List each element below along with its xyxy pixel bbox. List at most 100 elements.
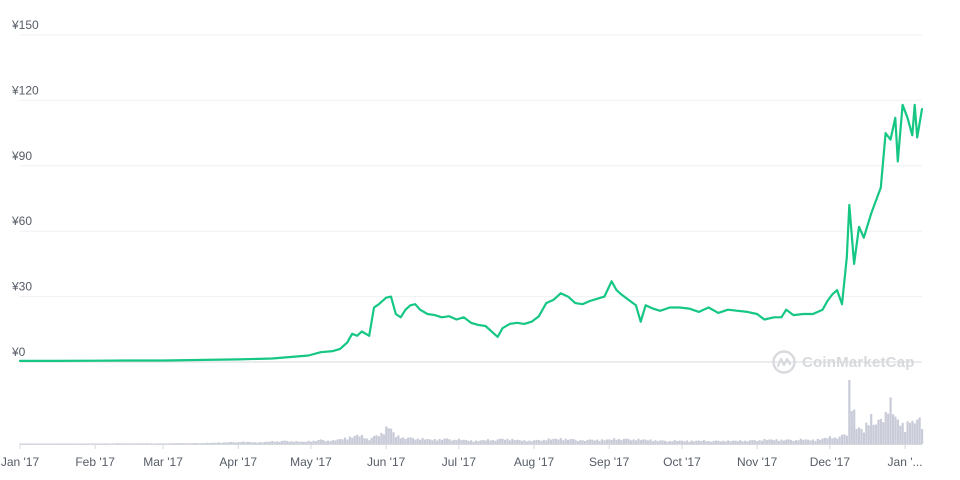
price-line-series (18, 103, 924, 362)
volume-bar (132, 443, 136, 444)
x-tick-label: Jul '17 (442, 455, 477, 469)
volume-bar (198, 443, 201, 444)
volume-bar (397, 435, 400, 444)
volume-bar (758, 440, 761, 444)
volume-bar (644, 439, 647, 444)
volume-bar (479, 440, 482, 444)
volume-bar (637, 438, 640, 444)
volume-bar (615, 439, 618, 444)
volume-bar (600, 439, 604, 444)
volume-bar (470, 440, 473, 444)
volume-bar (106, 443, 109, 444)
volume-bar (659, 440, 662, 444)
volume-bar (610, 439, 613, 444)
volume-bar (217, 442, 221, 444)
volume-bar (108, 443, 111, 444)
volume-bar (530, 441, 533, 444)
volume-bar (695, 440, 698, 444)
volume-bar (307, 440, 310, 444)
volume-bar (31, 443, 34, 444)
volume-bar (72, 443, 75, 444)
volume-bar (782, 440, 785, 444)
x-tick-label: Aug '17 (514, 455, 555, 469)
volume-bar (329, 441, 332, 444)
volume-bar (297, 441, 301, 444)
volume-bar (710, 441, 713, 444)
volume-bar (244, 442, 247, 444)
volume-bar (496, 439, 499, 444)
volume-bar (249, 442, 252, 444)
volume-bar (690, 440, 693, 444)
volume-bar (462, 439, 465, 444)
volume-bar (263, 441, 267, 444)
volume-bar (300, 441, 303, 444)
volume-bar (792, 441, 795, 444)
volume-bar (882, 422, 885, 444)
x-tick-label: Feb '17 (75, 455, 115, 469)
volume-bar (622, 438, 625, 444)
volume-bar (443, 438, 446, 444)
volume-bar (596, 439, 599, 444)
volume-bar (164, 443, 167, 444)
volume-bar (712, 440, 715, 444)
volume-bar (870, 414, 873, 444)
volume-bar (727, 440, 730, 444)
volume-bar (482, 440, 485, 444)
volume-bar (295, 441, 298, 444)
volume-bar (169, 443, 172, 444)
volume-bar (409, 437, 412, 444)
volume-bar (865, 422, 868, 444)
volume-bar (52, 443, 56, 444)
volume-bar (166, 443, 170, 444)
volume-bar (833, 437, 836, 444)
volume-bar (237, 442, 240, 444)
volume-bar (227, 442, 230, 444)
volume-bar (559, 438, 562, 444)
volume-bar (142, 443, 145, 444)
volume-bar (751, 440, 754, 444)
volume-bar (62, 443, 65, 444)
volume-bar (736, 441, 739, 444)
volume-bar (787, 439, 790, 444)
volume-bar (137, 443, 141, 444)
y-tick-label: ¥120 (11, 83, 39, 97)
volume-bar (855, 428, 858, 444)
volume-bar (426, 439, 429, 444)
volume-bar (734, 440, 737, 444)
volume-bar (312, 440, 315, 444)
volume-bar (261, 442, 264, 444)
volume-bar (43, 443, 46, 444)
volume-bar (38, 443, 41, 444)
volume-bar (60, 443, 63, 444)
grid-lines (20, 34, 922, 445)
volume-bar (111, 443, 114, 444)
x-tick-label: Mar '17 (143, 455, 183, 469)
volume-bar (790, 439, 793, 444)
volume-bar (309, 441, 313, 444)
volume-bar (103, 443, 107, 444)
volume-bar (768, 439, 771, 444)
x-tick-label: Jan '... (888, 455, 923, 469)
volume-bar (484, 440, 487, 444)
volume-bar (763, 439, 766, 444)
volume-bar (775, 439, 778, 444)
volume-bar (157, 443, 160, 444)
volume-bar (523, 440, 526, 444)
volume-bar (23, 443, 27, 444)
volume-bar (256, 442, 259, 444)
volume-bar (894, 416, 897, 444)
x-tick-label: Jun '17 (367, 455, 406, 469)
volume-bar (382, 434, 385, 444)
volume-bar (200, 443, 204, 444)
volume-bar (145, 443, 148, 444)
volume-bar (741, 441, 744, 444)
volume-bar (101, 443, 104, 444)
volume-bar (753, 440, 756, 444)
volume-bar (128, 443, 131, 444)
volume-bar (816, 438, 819, 444)
volume-bar (406, 437, 410, 444)
y-tick-label: ¥30 (11, 280, 32, 294)
volume-bar (86, 443, 90, 444)
volume-bar (115, 443, 119, 444)
volume-bar (729, 441, 732, 444)
